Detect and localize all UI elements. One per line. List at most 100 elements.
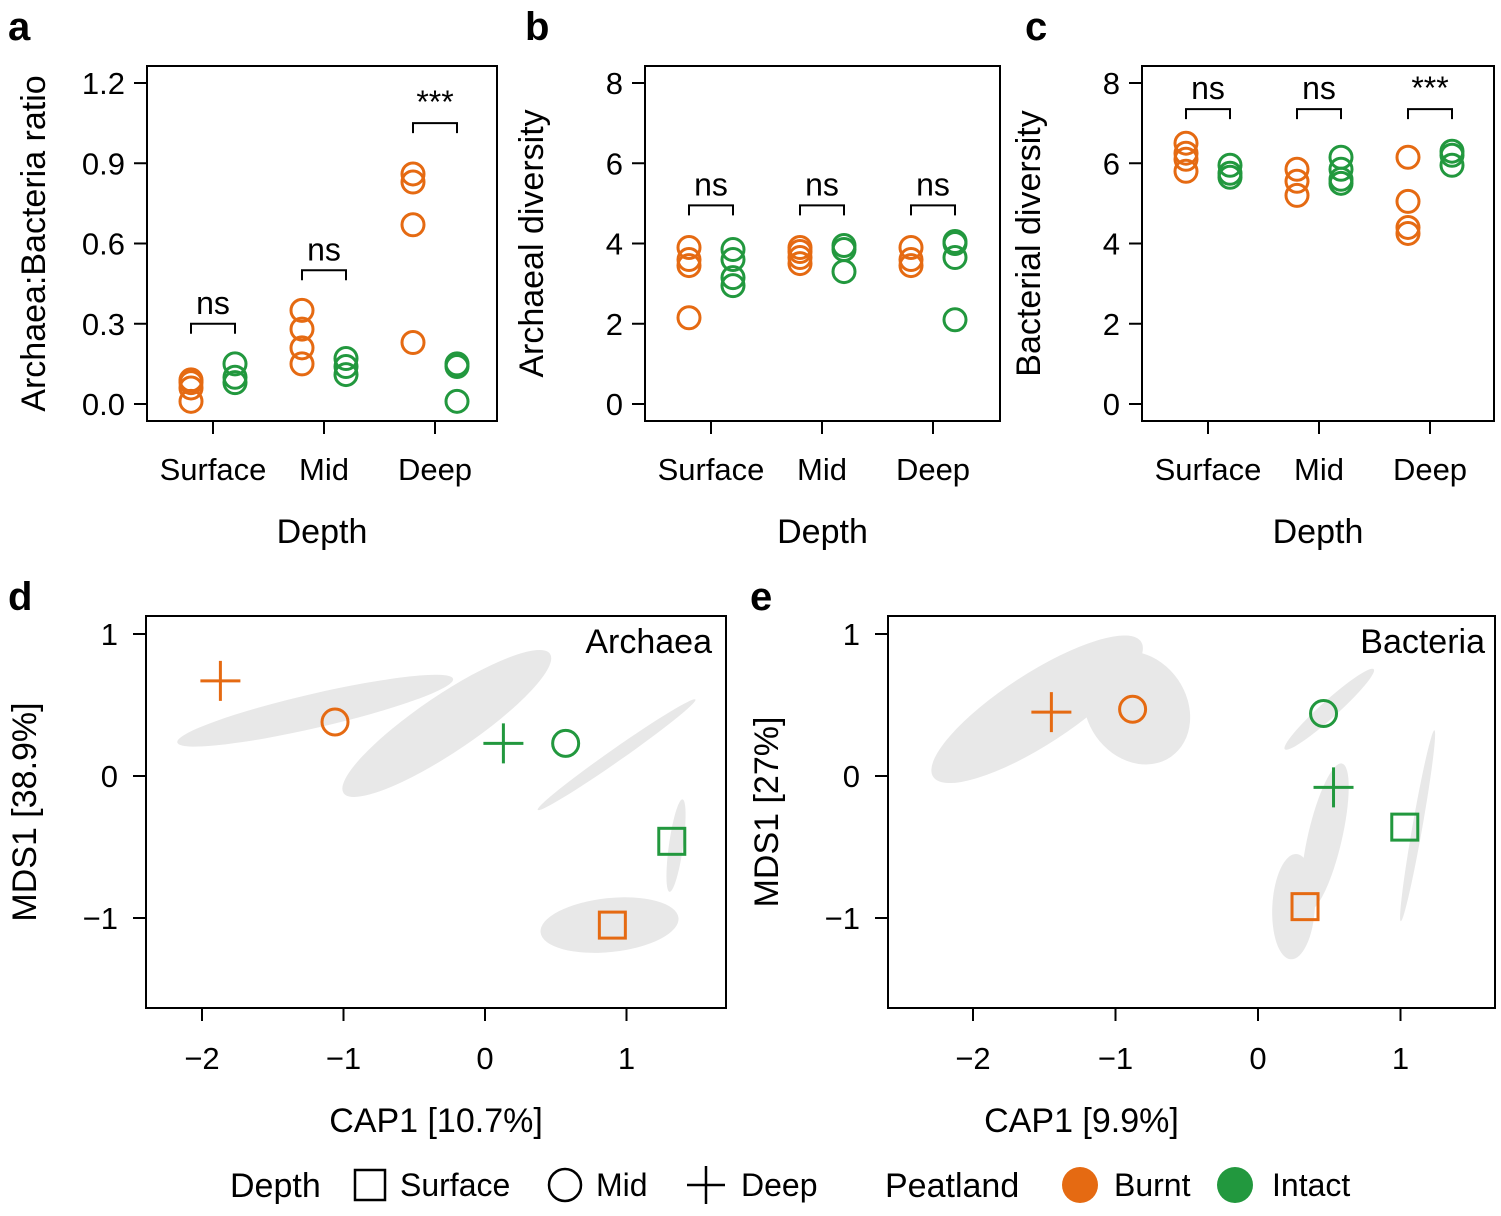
y-tick-label: 0.6 bbox=[82, 227, 125, 262]
y-tick-label: 0 bbox=[101, 759, 118, 794]
legend-label-burnt: Burnt bbox=[1114, 1167, 1191, 1203]
data-point-burnt bbox=[787, 235, 813, 261]
y-axis-label: MDS1 [27%] bbox=[748, 717, 786, 908]
panel-a: a 0.0 0.3 0.6 0.9 1.2 Archaea:Bacteria ratio Su… bbox=[8, 5, 498, 551]
significance-label: ns bbox=[1302, 70, 1336, 106]
y-tick-label: 0 bbox=[1103, 387, 1120, 422]
panel-d-letter: d bbox=[8, 575, 32, 619]
confidence-ellipse bbox=[342, 649, 552, 797]
y-tick-label: 1 bbox=[101, 617, 118, 652]
y-tick-label: 1 bbox=[843, 617, 860, 652]
confidence-ellipse bbox=[537, 699, 696, 811]
data-point-burnt bbox=[289, 297, 315, 323]
legend-square-icon bbox=[353, 1168, 387, 1202]
data-point-intact bbox=[444, 351, 470, 377]
legend-plus-icon bbox=[687, 1166, 725, 1204]
data-point-burnt-surface bbox=[597, 910, 627, 940]
y-tick-label: 0.0 bbox=[82, 387, 125, 422]
data-point-intact bbox=[720, 237, 746, 263]
data-point-burnt bbox=[1395, 144, 1421, 170]
data-point-intact bbox=[1328, 156, 1354, 182]
confidence-ellipse bbox=[1301, 763, 1349, 911]
confidence-ellipse bbox=[1284, 668, 1375, 750]
data-point-burnt bbox=[787, 251, 813, 277]
data-point-intact-mid bbox=[551, 728, 581, 758]
significance-bracket bbox=[1407, 108, 1453, 120]
y-tick-label: 4 bbox=[1103, 227, 1120, 262]
significance-bracket bbox=[412, 122, 458, 134]
y-tick-label: 8 bbox=[1103, 66, 1120, 101]
y-tick-label: 4 bbox=[606, 227, 623, 262]
legend-label-mid: Mid bbox=[596, 1167, 648, 1203]
data-point-intact bbox=[942, 307, 968, 333]
y-axis-label: MDS1 [38.9%] bbox=[6, 702, 44, 921]
significance-bracket bbox=[1185, 108, 1231, 120]
data-point-burnt bbox=[1284, 168, 1310, 194]
data-point-intact bbox=[1217, 160, 1243, 186]
data-point-burnt bbox=[898, 247, 924, 273]
data-point-intact bbox=[720, 265, 746, 291]
x-tick-label: Deep bbox=[1393, 452, 1467, 487]
data-point-burnt bbox=[1173, 130, 1199, 156]
y-tick-label: 0.3 bbox=[82, 307, 125, 342]
data-point-intact-deep bbox=[483, 723, 524, 764]
significance-bracket bbox=[799, 204, 845, 216]
x-tick-label: Deep bbox=[398, 452, 472, 487]
data-point-burnt bbox=[289, 335, 315, 361]
significance-label: ns bbox=[916, 166, 950, 202]
data-point-burnt bbox=[676, 235, 702, 261]
x-tick-label: 0 bbox=[476, 1041, 493, 1076]
y-tick-label: 6 bbox=[1103, 146, 1120, 181]
x-tick-label: −1 bbox=[326, 1041, 361, 1076]
significance-bracket bbox=[1296, 108, 1342, 120]
data-point-burnt bbox=[400, 329, 426, 355]
x-tick-label: −1 bbox=[1098, 1041, 1133, 1076]
data-point-intact bbox=[333, 362, 359, 388]
data-point-intact bbox=[222, 351, 248, 377]
x-tick-label: Mid bbox=[797, 452, 847, 487]
data-point-intact bbox=[942, 245, 968, 271]
data-point-intact bbox=[333, 354, 359, 380]
data-point-burnt bbox=[1173, 158, 1199, 184]
x-axis-label: CAP1 [10.7%] bbox=[329, 1102, 543, 1140]
confidence-ellipse bbox=[666, 799, 686, 892]
data-point-burnt bbox=[400, 169, 426, 195]
data-point-burnt bbox=[676, 253, 702, 279]
legend-label-surface: Surface bbox=[400, 1167, 510, 1203]
y-tick-label: 6 bbox=[606, 146, 623, 181]
panel-e: e Bacteria −1 0 1 −2 −1 0 1 CAP1 [9.9%] MDS1 [27%] bbox=[748, 575, 1496, 1140]
data-point-burnt bbox=[898, 253, 924, 279]
data-point-intact bbox=[444, 388, 470, 414]
data-point-intact bbox=[1439, 138, 1465, 164]
panel-d-frame bbox=[145, 615, 727, 1009]
confidence-ellipse bbox=[177, 674, 454, 747]
significance-label: *** bbox=[1411, 70, 1448, 106]
data-point-burnt bbox=[400, 161, 426, 187]
panel-b-letter: b bbox=[525, 5, 549, 49]
x-axis-label: Depth bbox=[277, 513, 368, 551]
panel-e-frame bbox=[887, 615, 1496, 1009]
y-tick-label: 2 bbox=[606, 307, 623, 342]
x-axis-label: Depth bbox=[1273, 513, 1364, 551]
x-tick-label: Deep bbox=[896, 452, 970, 487]
y-axis-label: Archaeal diversity bbox=[513, 109, 551, 377]
panel-e-title: Bacteria bbox=[1360, 623, 1485, 661]
y-tick-label: 0 bbox=[843, 759, 860, 794]
data-point-intact bbox=[942, 228, 968, 254]
panel-a-letter: a bbox=[8, 5, 31, 49]
data-point-burnt bbox=[1173, 146, 1199, 172]
confidence-ellipse bbox=[931, 635, 1143, 784]
confidence-ellipse bbox=[1083, 651, 1191, 765]
legend-circle-icon bbox=[547, 1167, 583, 1203]
data-point-intact bbox=[1217, 152, 1243, 178]
x-tick-label: Surface bbox=[658, 452, 765, 487]
x-tick-label: −2 bbox=[184, 1041, 219, 1076]
x-axis-label: CAP1 [9.9%] bbox=[984, 1102, 1179, 1140]
data-point-burnt bbox=[1284, 182, 1310, 208]
significance-label: ns bbox=[307, 231, 341, 267]
data-point-burnt bbox=[289, 351, 315, 377]
data-point-intact bbox=[222, 364, 248, 390]
data-point-burnt bbox=[400, 212, 426, 238]
data-point-intact-mid bbox=[1309, 699, 1339, 729]
legend-burnt-dot-icon bbox=[1062, 1167, 1098, 1203]
